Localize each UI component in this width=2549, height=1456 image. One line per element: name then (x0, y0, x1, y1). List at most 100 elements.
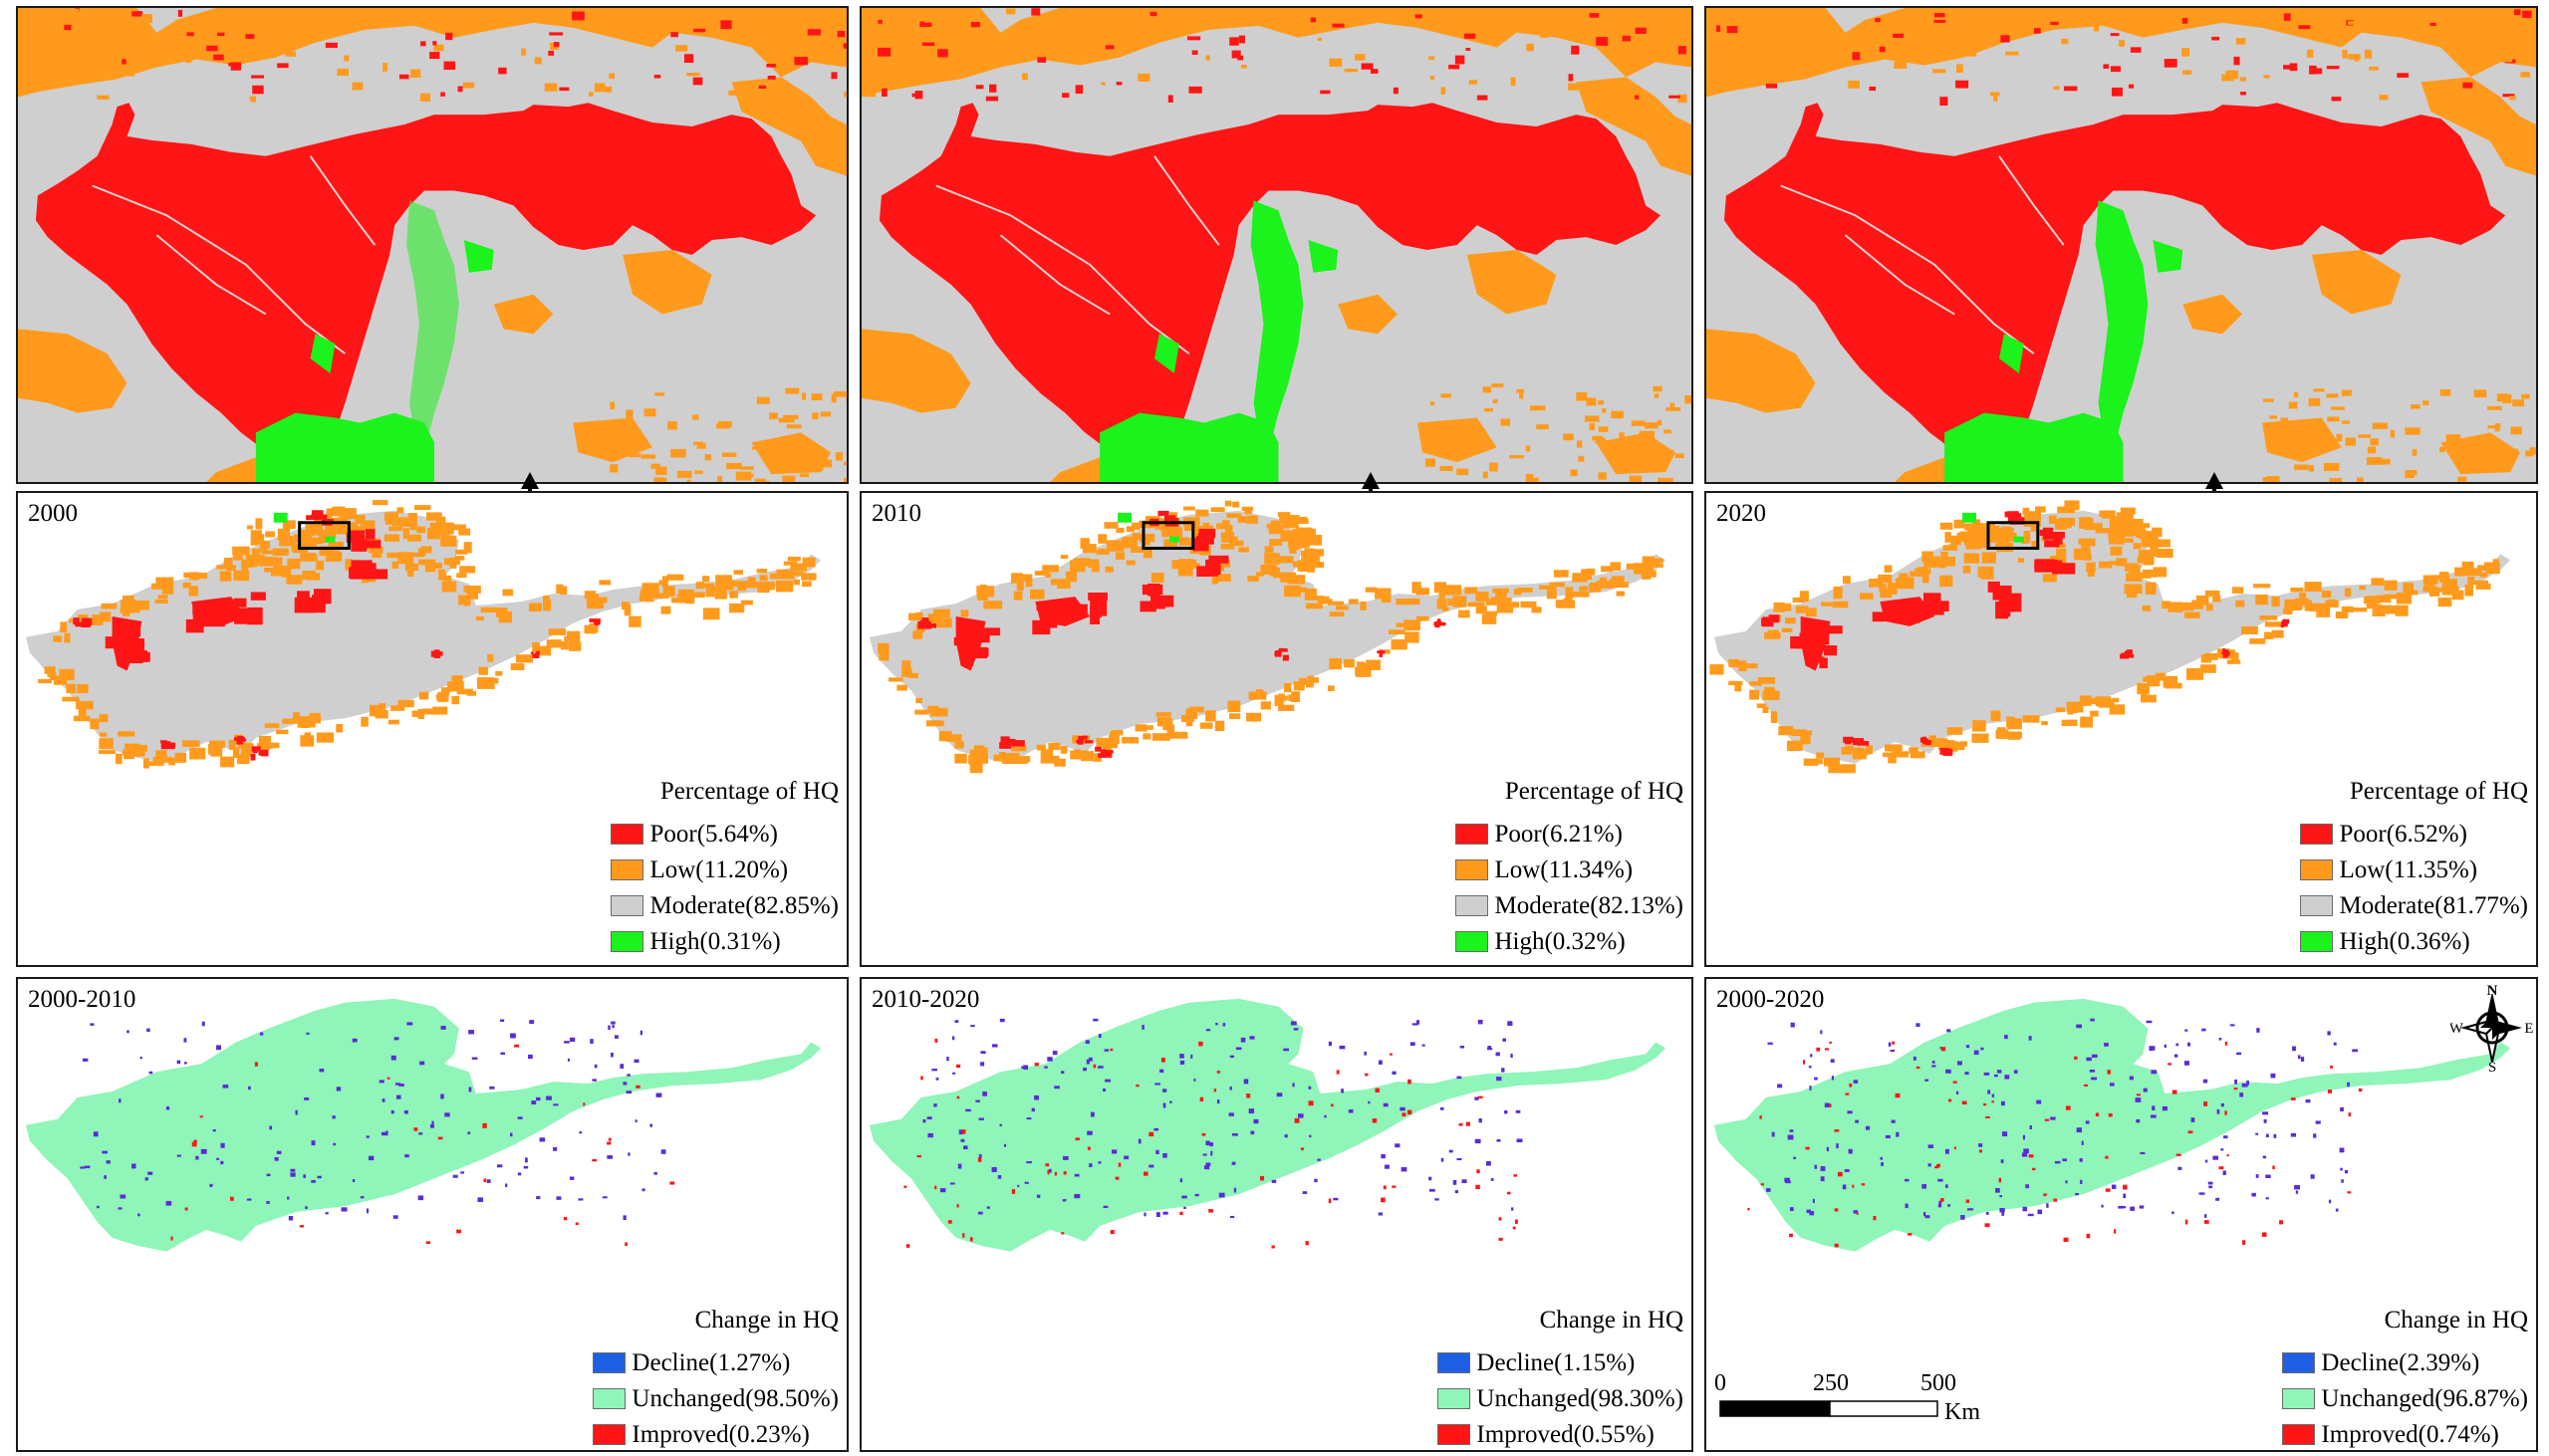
decline-pixel (611, 1052, 614, 1058)
decline-pixel (325, 1212, 329, 1215)
speckle (398, 74, 409, 80)
low-quality-speckle (1348, 599, 1359, 605)
speckle (704, 454, 712, 461)
decline-pixel (2004, 1035, 2008, 1040)
low-quality-speckle (1143, 547, 1152, 559)
low-quality-speckle (413, 505, 431, 511)
low-quality-speckle (2086, 562, 2096, 573)
improved-pixel (1747, 1207, 1750, 1211)
high-quality-area (2153, 240, 2183, 273)
low-quality-speckle (134, 600, 149, 610)
decline-pixel (1944, 1148, 1949, 1154)
low-quality-speckle (2316, 606, 2331, 617)
low-quality-speckle (1942, 545, 1958, 551)
low-quality-speckle (945, 734, 962, 742)
hq-map-2000 (25, 500, 822, 769)
low-quality-speckle (1916, 567, 1927, 578)
low-quality-speckle (956, 741, 964, 748)
improved-pixel (1940, 1198, 1944, 1202)
improved-pixel (2028, 1154, 2034, 1158)
speckle (1732, 56, 1746, 65)
speckle (667, 420, 677, 430)
panel-year-label: 2010 (872, 500, 921, 527)
low-quality-speckle (418, 691, 429, 700)
low-quality-speckle (1195, 509, 1209, 517)
speckle (1529, 405, 1546, 411)
decline-pixel (1495, 1052, 1500, 1057)
improved-pixel (2279, 1220, 2283, 1225)
speckle (1629, 475, 1643, 482)
low-quality-speckle (2249, 638, 2266, 644)
decline-pixel (1434, 1198, 1439, 1201)
speckle (1476, 95, 1488, 101)
decline-pixel (2140, 1151, 2146, 1155)
low-quality-speckle (2120, 523, 2130, 533)
low-quality-speckle (1054, 758, 1066, 767)
speckle (145, 49, 156, 56)
low-quality-speckle (387, 719, 399, 725)
low-quality-speckle (1180, 537, 1189, 545)
decline-pixel (634, 1059, 639, 1064)
decline-pixel (960, 1138, 965, 1142)
poor-quality-speckle (258, 750, 267, 756)
decline-pixel (266, 1200, 270, 1204)
speckle (2316, 68, 2323, 75)
low-quality-speckle (1279, 519, 1289, 524)
low-quality-speckle (1467, 602, 1485, 607)
speckle (763, 451, 770, 458)
low-quality-speckle (2441, 586, 2459, 596)
improved-pixel (1861, 1183, 1866, 1186)
speckle (2309, 65, 2317, 75)
speckle (748, 34, 753, 42)
improved-pixel (170, 1236, 173, 1241)
speckle (1568, 83, 1582, 91)
low-quality-speckle (2109, 516, 2128, 529)
speckle (1132, 24, 1145, 33)
low-quality-speckle (264, 723, 280, 728)
decline-pixel (505, 1183, 508, 1188)
speckle (1101, 82, 1106, 86)
low-quality-speckle (532, 642, 540, 653)
decline-pixel (2222, 1170, 2226, 1175)
speckle (2293, 391, 2299, 397)
speckle (185, 56, 192, 64)
low-quality-speckle (2129, 564, 2141, 576)
poor-quality-speckle (2004, 511, 2016, 518)
decline-pixel (536, 1196, 541, 1200)
speckle (2331, 406, 2345, 410)
river-line (999, 234, 1111, 316)
decline-pixel (1830, 1059, 1835, 1063)
decline-pixel (183, 1038, 187, 1043)
decline-pixel (1461, 1179, 1467, 1184)
decline-pixel (1392, 1071, 1397, 1075)
decline-pixel (2218, 1038, 2222, 1041)
decline-pixel (80, 1166, 86, 1169)
legend-title: Change in HQ (2384, 1307, 2528, 1334)
low-quality-speckle (787, 556, 801, 562)
low-quality-speckle (1762, 706, 1769, 714)
poor-quality-speckle (2039, 529, 2050, 537)
decline-pixel (1063, 1155, 1069, 1160)
low-quality-speckle (1327, 685, 1335, 692)
low-quality-speckle (1601, 566, 1614, 573)
low-quality-speckle (161, 587, 174, 595)
decline-pixel (1999, 1195, 2003, 1198)
poor-quality-speckle (311, 514, 328, 520)
decline-pixel (2207, 1181, 2213, 1185)
speckle (122, 59, 127, 65)
decline-pixel (1847, 1110, 1853, 1114)
improved-pixel (1498, 1237, 1503, 1241)
scale-tick-250: 250 (1813, 1370, 1849, 1396)
low-quality-speckle (1045, 573, 1052, 578)
decline-pixel (360, 1196, 365, 1199)
low-quality-speckle (1238, 547, 1249, 553)
low-quality-speckle (375, 710, 384, 719)
decline-pixel (1240, 1037, 1246, 1043)
improved-pixel (1952, 1081, 1957, 1084)
improved-pixel (977, 1157, 982, 1162)
speckle (1677, 46, 1686, 55)
low-quality-speckle (1996, 727, 2006, 739)
low-quality-speckle (459, 566, 476, 574)
low-quality-speckle (1010, 744, 1027, 752)
decline-pixel (1487, 1046, 1492, 1050)
